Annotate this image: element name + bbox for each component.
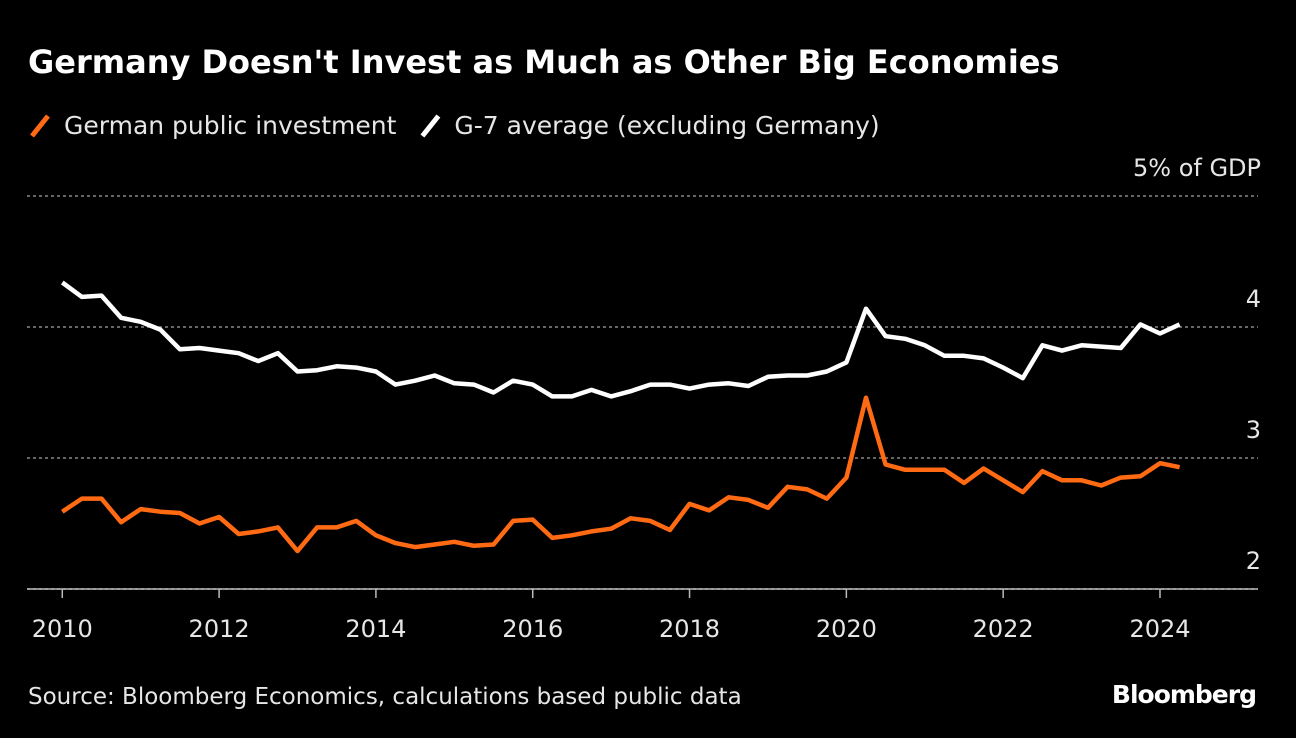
y-tick-label: 4 [1246, 285, 1261, 313]
x-tick-label: 2014 [345, 615, 406, 643]
x-tick-label: 2024 [1129, 615, 1190, 643]
series-line [61, 395, 1181, 554]
legend-label: G-7 average (excluding Germany) [454, 111, 879, 140]
x-tick-label: 2022 [973, 615, 1034, 643]
chart-title: Germany Doesn't Invest as Much as Other … [28, 43, 1060, 81]
brand: Bloomberg [1112, 680, 1256, 709]
legend: German public investment G-7 average (exc… [30, 111, 880, 140]
y-tick-label: 3 [1246, 416, 1261, 444]
x-tick-label: 2020 [816, 615, 877, 643]
source: Source: Bloomberg Economics, calculation… [28, 684, 742, 710]
legend-label: German public investment [64, 111, 397, 140]
y-tick-label: 2 [1246, 547, 1261, 575]
legend-swatch [30, 114, 50, 138]
x-tick-label: 2018 [659, 615, 720, 643]
x-tick-label: 2016 [502, 615, 563, 643]
y-tick-label: 5% of GDP [1133, 154, 1261, 182]
series-line [60, 280, 1181, 399]
legend-swatch [420, 114, 441, 138]
x-tick-label: 2010 [32, 615, 93, 643]
x-tick-label: 2012 [189, 615, 250, 643]
